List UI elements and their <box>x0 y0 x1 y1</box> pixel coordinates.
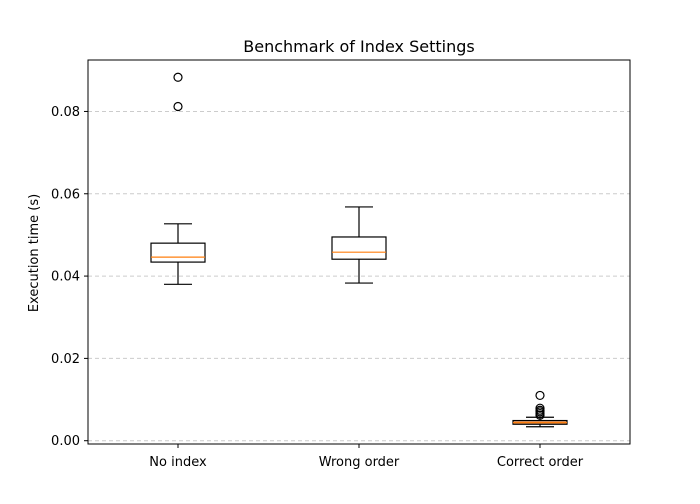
y-tick-label-4: 0.08 <box>51 105 80 120</box>
y-axis-label: Execution time (s) <box>27 194 42 312</box>
outlier-0-0 <box>173 101 183 112</box>
box-group-2 <box>512 390 568 428</box>
box-1 <box>331 236 387 260</box>
box-group-0 <box>150 72 206 285</box>
y-tick-label-0: 0.00 <box>51 434 80 449</box>
x-tick-label-1: Wrong order <box>319 455 400 470</box>
y-tick-label-3: 0.06 <box>51 187 80 202</box>
grid-layer <box>88 110 630 442</box>
y-tick-label-1: 0.02 <box>51 352 80 367</box>
boxes-layer <box>150 72 568 428</box>
box-0 <box>150 242 206 263</box>
x-tick-label-0: No index <box>149 455 207 470</box>
outlier-0-1 <box>173 72 183 82</box>
y-tick-label-2: 0.04 <box>51 270 80 285</box>
x-tick-label-2: Correct order <box>497 455 584 470</box>
axes-layer: 0.00 0.02 0.04 0.06 0.08 No index Wrong order C… <box>51 59 631 470</box>
chart-title: Benchmark of Index Settings <box>243 37 474 56</box>
outlier-2-5 <box>535 390 545 401</box>
box-group-1 <box>331 206 387 284</box>
outlier-2-4 <box>535 403 545 413</box>
